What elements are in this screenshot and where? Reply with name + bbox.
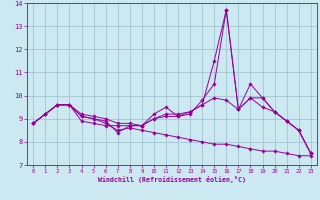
X-axis label: Windchill (Refroidissement éolien,°C): Windchill (Refroidissement éolien,°C) xyxy=(98,176,246,183)
